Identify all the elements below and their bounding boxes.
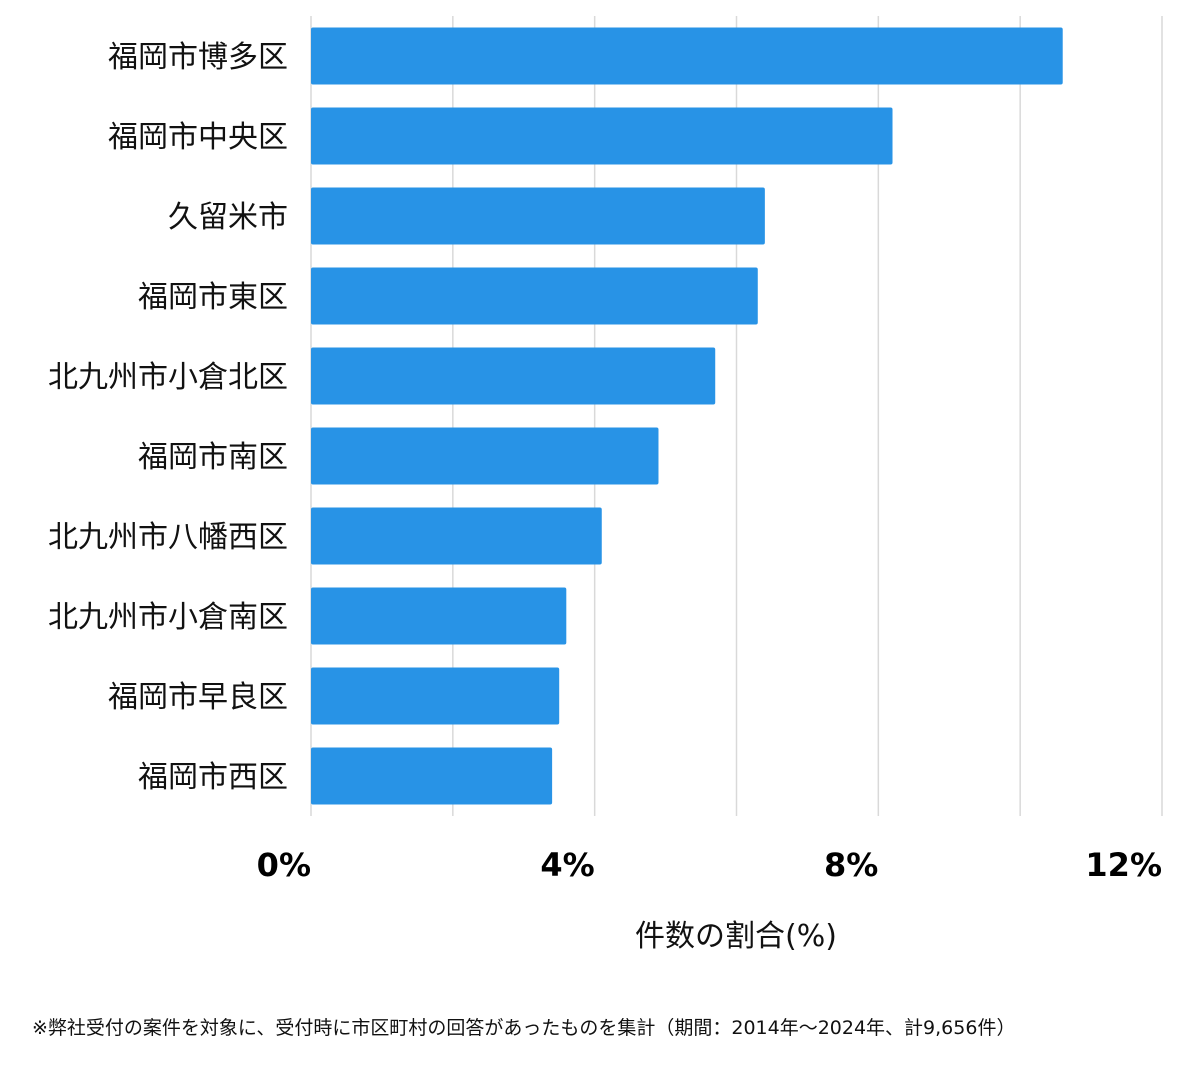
- category-label: 北九州市小倉南区: [48, 600, 288, 635]
- category-label: 北九州市小倉北区: [48, 360, 288, 395]
- bar: [311, 27, 1063, 85]
- bar: [311, 347, 716, 405]
- category-label: 福岡市博多区: [108, 40, 288, 75]
- category-label: 久留米市: [168, 200, 288, 235]
- category-label: 福岡市東区: [138, 280, 288, 315]
- category-label: 福岡市早良区: [108, 680, 288, 715]
- x-tick-labels: 0% 4% 8% 12%: [257, 846, 1162, 884]
- category-label: 北九州市八幡西区: [48, 520, 288, 555]
- bar: [311, 667, 560, 725]
- x-tick-label: 4%: [540, 846, 594, 884]
- category-label: 福岡市中央区: [108, 120, 288, 155]
- x-tick-label: 0%: [257, 846, 311, 884]
- category-label: 福岡市西区: [138, 760, 288, 795]
- bar: [311, 427, 659, 485]
- bars: [311, 27, 1063, 805]
- bar: [311, 507, 602, 565]
- x-tick-label: 8%: [824, 846, 878, 884]
- x-axis-title: 件数の割合(%): [635, 919, 837, 954]
- footnote: ※弊社受付の案件を対象に、受付時に市区町村の回答があったものを集計（期間：201…: [32, 1017, 1015, 1039]
- bar: [311, 587, 567, 645]
- bar: [311, 107, 893, 165]
- bar: [311, 747, 553, 805]
- x-tick-label: 12%: [1085, 846, 1162, 884]
- category-labels: 福岡市博多区福岡市中央区久留米市福岡市東区北九州市小倉北区福岡市南区北九州市八幡…: [48, 40, 288, 795]
- category-label: 福岡市南区: [138, 440, 288, 475]
- bar: [311, 187, 765, 245]
- bar: [311, 267, 758, 325]
